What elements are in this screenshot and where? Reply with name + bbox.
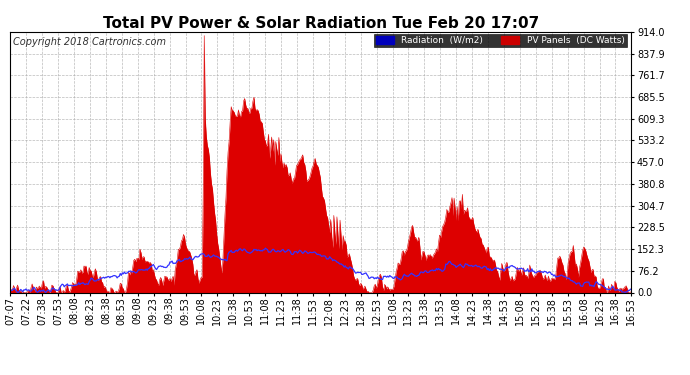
Text: Copyright 2018 Cartronics.com: Copyright 2018 Cartronics.com	[14, 37, 166, 47]
Legend: Radiation  (W/m2), PV Panels  (DC Watts): Radiation (W/m2), PV Panels (DC Watts)	[374, 34, 627, 47]
Title: Total PV Power & Solar Radiation Tue Feb 20 17:07: Total PV Power & Solar Radiation Tue Feb…	[103, 16, 539, 31]
